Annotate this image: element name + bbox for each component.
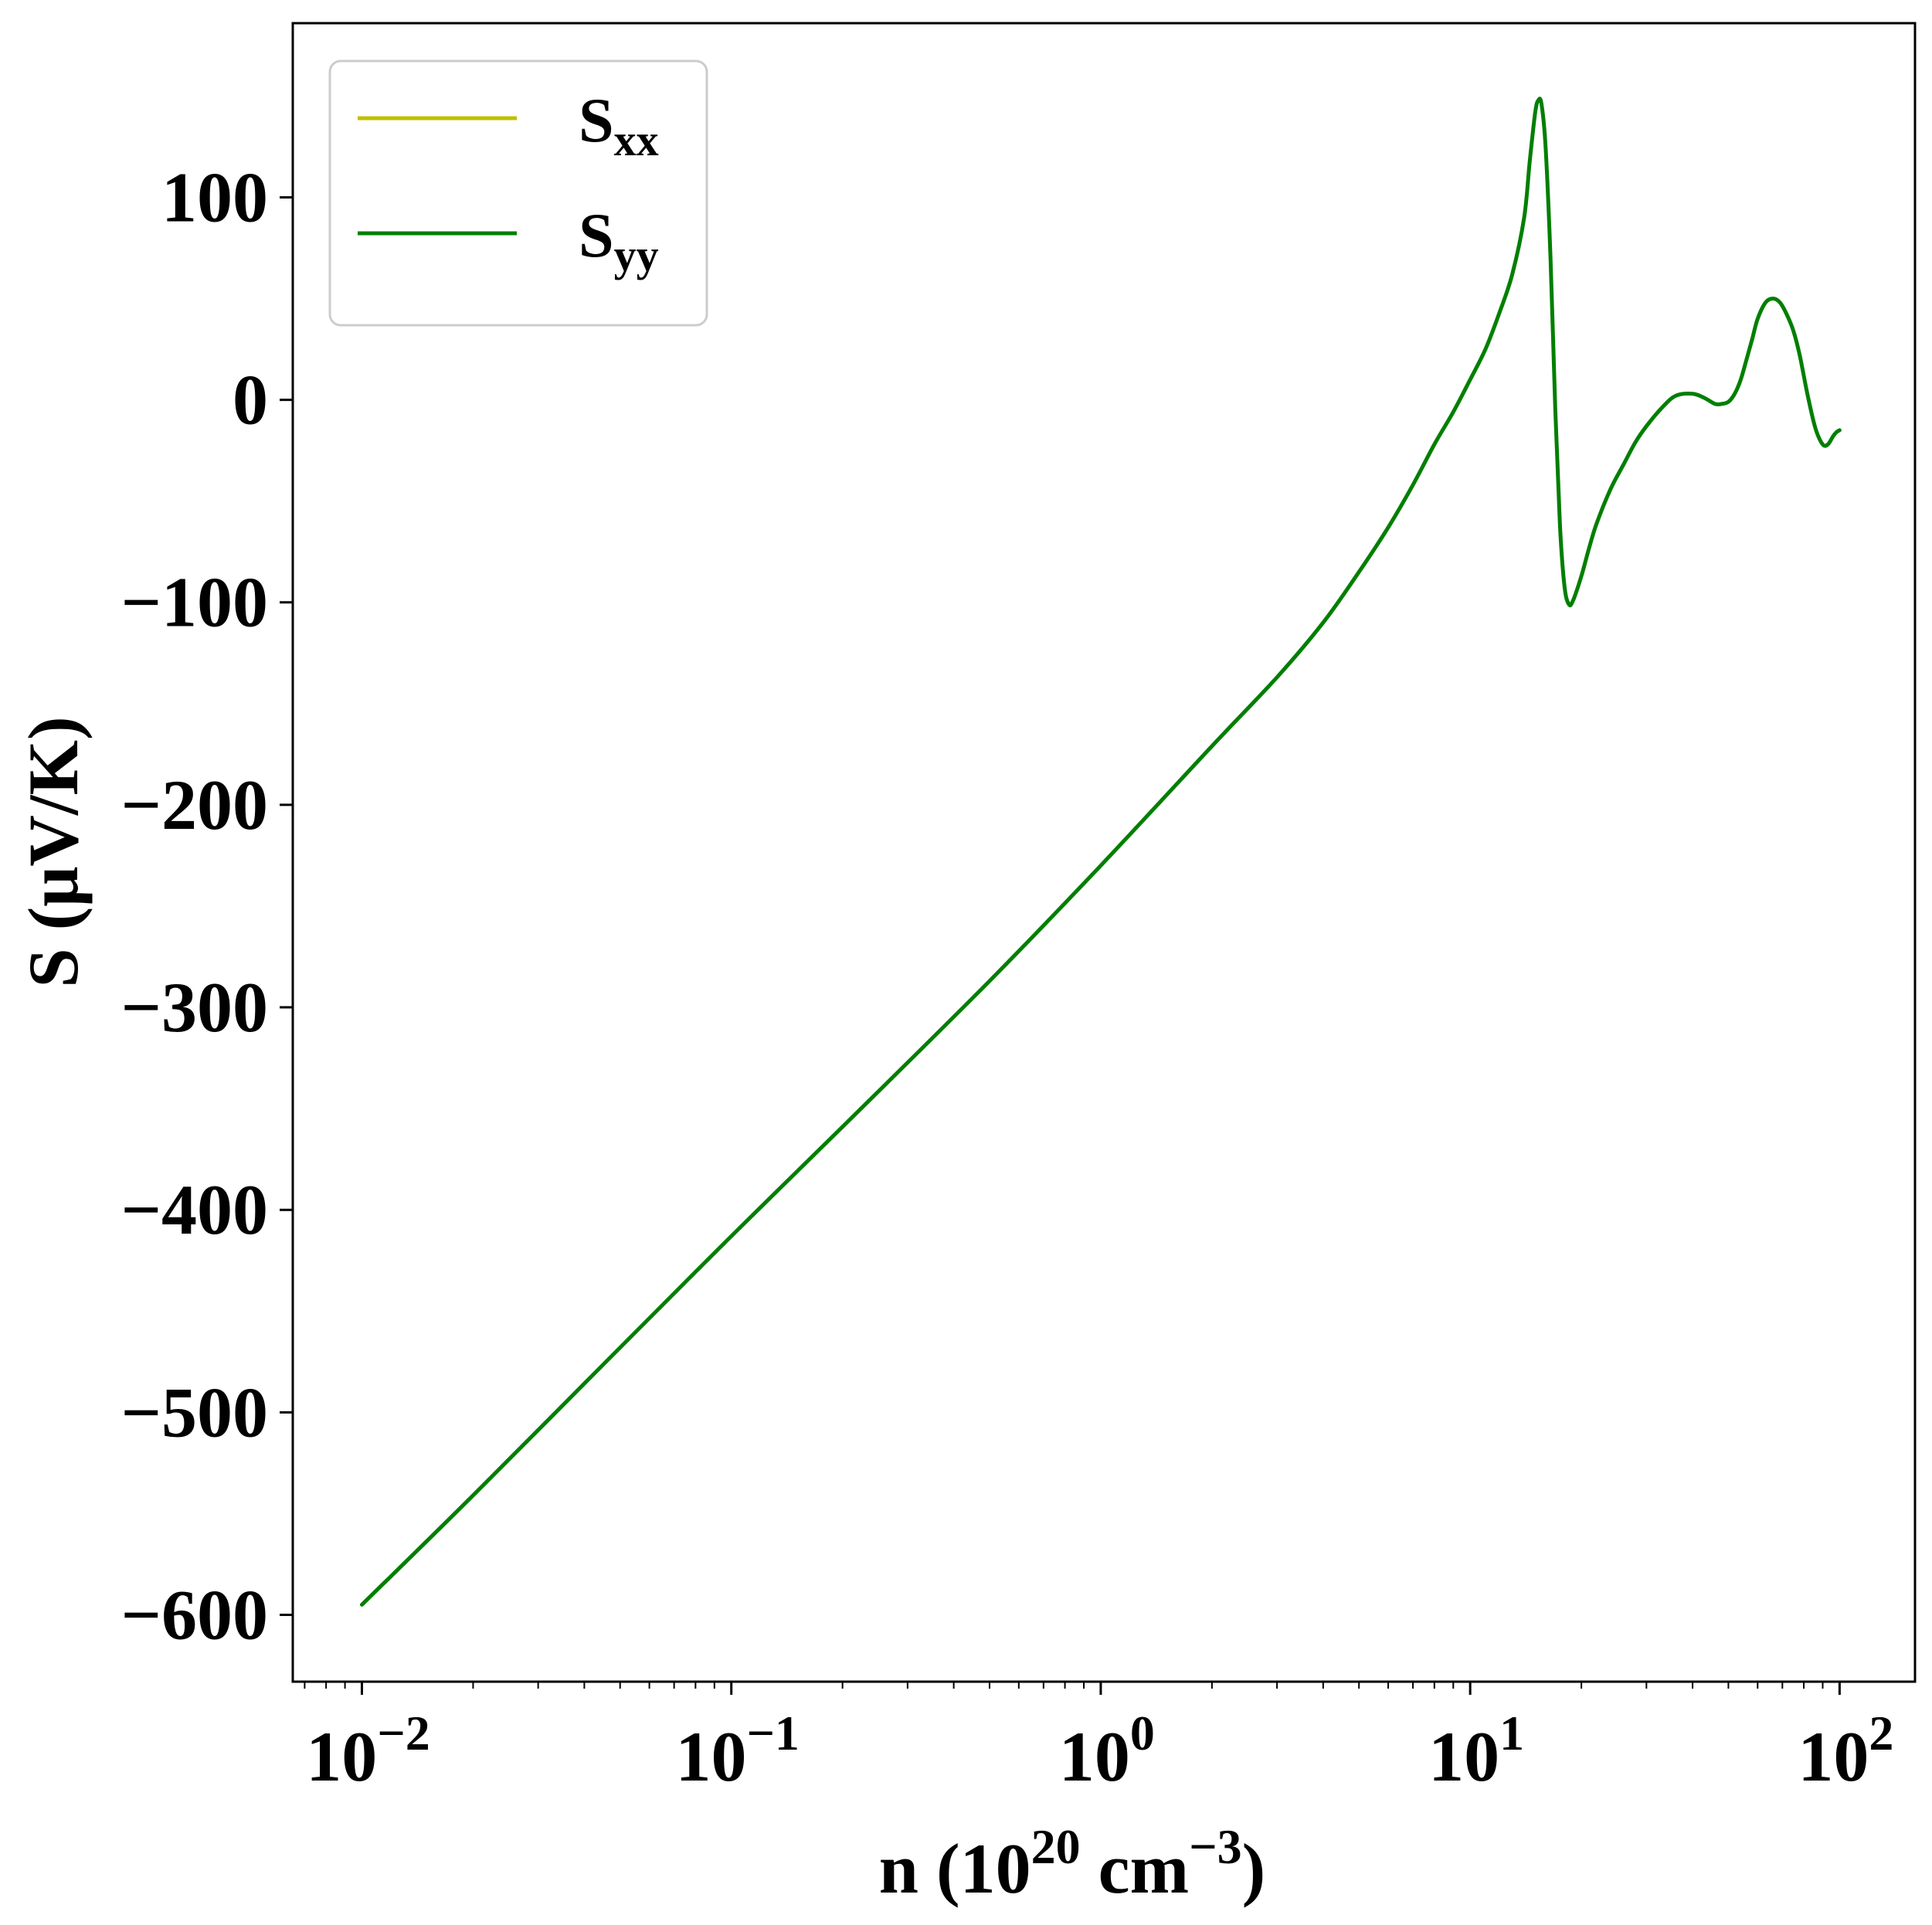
x-tick-label: 10−1	[675, 1706, 799, 1796]
legend-label-syy: Syy	[579, 200, 659, 280]
y-ticks: 100 0 −100 −200 −300 −400 −500 −600	[121, 158, 293, 1654]
x-tick-label: 102	[1798, 1706, 1893, 1796]
y-tick-label: 100	[161, 158, 268, 236]
legend-box	[328, 59, 708, 327]
series-line-syy	[359, 97, 1842, 1607]
y-tick-label: −100	[121, 563, 268, 642]
y-tick-label: −500	[121, 1373, 268, 1451]
x-tick-label: 100	[1059, 1706, 1155, 1796]
y-tick-label: −200	[121, 766, 268, 844]
plot-frame	[291, 22, 1917, 1683]
y-axis-title: S (μV/K)	[14, 716, 93, 987]
x-major-ticks: 10−2 10−1 100 101 102	[306, 1682, 1893, 1796]
legend-label-sxx: Sxx	[579, 85, 659, 165]
y-tick-label: −400	[121, 1170, 268, 1249]
x-tick-label: 10−2	[306, 1706, 430, 1796]
y-tick-label: −300	[121, 968, 268, 1047]
x-tick-label: 101	[1428, 1706, 1524, 1796]
x-axis-title: n (1020 cm−3)	[879, 1819, 1265, 1908]
y-tick-label: −600	[121, 1575, 268, 1654]
series-layer	[359, 97, 1842, 1607]
x-minor-ticks	[304, 1682, 1824, 1689]
y-tick-label: 0	[233, 361, 268, 440]
legend: Sxx Syy	[328, 59, 708, 327]
